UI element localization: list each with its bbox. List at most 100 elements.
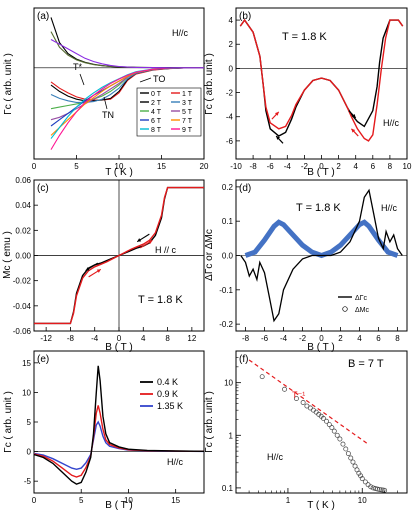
- panel-b-xtick-label: 2: [336, 162, 341, 171]
- panel-d-xlabel: B ( T ): [307, 342, 334, 353]
- panel-f-data-point: [337, 436, 343, 442]
- tstar-label: T*: [73, 62, 82, 72]
- panel-f-fit-label: T⁻¹: [292, 390, 305, 400]
- panel-c-ytick-label: -0.02: [13, 277, 32, 286]
- clipped-group: [239, 18, 404, 142]
- panel-b-xtick-label: 4: [353, 162, 358, 171]
- panel-f-plot-area: 1 10 10 1 0.1: [222, 357, 399, 505]
- panel-b-arrowhead: [274, 111, 279, 116]
- panel-c-xlabel: B ( T ): [105, 342, 132, 353]
- panel-e-xlabel: B ( T ): [105, 500, 132, 511]
- panel-f-data-point: [343, 446, 349, 452]
- panel-b-condition: H//c: [383, 118, 400, 128]
- panel-c: -12 -8 -4 0 4 8 12 0.06 0.04 0.02 0.00 -0.02 -0.04 -0…: [2, 176, 205, 353]
- panel-a-xtick-label: 20: [200, 162, 209, 171]
- panel-f-ytick-label: 0.1: [222, 484, 234, 493]
- panel-f-data-point: [340, 441, 346, 447]
- panel-b-ytick-label: -6: [226, 137, 234, 146]
- panel-b-series-line: [239, 18, 404, 142]
- panel-b-xtick-label: 8: [388, 162, 393, 171]
- clipped-group: [248, 359, 388, 493]
- panel-c-condition: H // c: [155, 245, 177, 255]
- panel-d-xtick-label: -2: [299, 334, 307, 343]
- panel-f-data-point: [329, 425, 335, 431]
- panel-e-xtick-label: 5: [79, 496, 84, 505]
- panel-f-xtick-label: 10: [358, 496, 367, 505]
- panel-a-series-line: [50, 17, 204, 69]
- panel-a-legend-label: 4 T: [151, 109, 162, 116]
- panel-c-arrowhead: [96, 269, 101, 273]
- panel-c-ytick-label: -0.06: [13, 327, 32, 336]
- tn-arrow: [103, 96, 108, 110]
- panel-a-legend-label: 2 T: [151, 100, 162, 107]
- panel-b-xtick-label: 6: [371, 162, 376, 171]
- panel-f-data-point: [320, 415, 326, 421]
- panel-f-data-point: [259, 374, 265, 380]
- panel-f-data-point: [345, 451, 351, 456]
- panel-f-data-point: [334, 432, 340, 438]
- panel-f-xlabel: T ( K ): [307, 500, 335, 511]
- panel-b-ytick-label: -4: [226, 113, 234, 122]
- panel-e-legend-label: 1.35 K: [157, 401, 183, 411]
- panel-c-ylabel: Mc ( emu ): [2, 231, 13, 279]
- panel-b-temperature: T = 1.8 K: [282, 31, 327, 43]
- panel-d-legend-label: ΔΓc: [355, 295, 368, 302]
- panel-e-ytick-label: 0: [27, 448, 32, 457]
- panel-b-ytick-label: -2: [226, 89, 234, 98]
- panel-d-condition: H//c: [381, 203, 398, 213]
- panel-d-magnetization-band: [244, 219, 399, 259]
- panel-f-data-point: [362, 479, 368, 485]
- panel-f-ytick-label: 10: [224, 379, 233, 388]
- panel-e-legend-label: 0.4 K: [157, 377, 178, 387]
- panel-a-legend-label: 9 T: [182, 127, 193, 134]
- panel-a-label: (a): [37, 11, 49, 22]
- panel-d-temperature: T = 1.8 K: [296, 202, 341, 214]
- panel-d-label: (d): [239, 183, 251, 194]
- panel-a-series-line: [50, 39, 204, 69]
- panel-a-xtick-label: 10: [115, 162, 124, 171]
- panel-a-legend-entries: 0 T 1 T 2 T 3 T 4 T 5 T 6 T 7 T 8 T 9 T: [140, 91, 193, 134]
- panel-c-arrowhead: [85, 267, 90, 271]
- panel-d-xtick-label: 2: [338, 334, 343, 343]
- panel-e-ytick-label: 5: [27, 418, 32, 427]
- panel-d-legend: ΔΓc ΔMc: [338, 295, 370, 314]
- panel-c-xtick-label: -8: [67, 334, 75, 343]
- panel-f-data-point: [331, 428, 337, 434]
- panel-b-arrowhead: [276, 136, 280, 140]
- panel-a-xtick-label: 15: [157, 162, 166, 171]
- panel-a: 0 5 10 15 20 (a) H//c T* TN TO 0 T 1 T 2 T 3 T 4…: [3, 7, 209, 178]
- panel-a-legend-label: 3 T: [182, 100, 193, 107]
- panel-a-series-line: [50, 67, 204, 150]
- panel-f-data-point: [324, 418, 329, 424]
- panel-e-xtick-label: 15: [171, 496, 180, 505]
- panel-a-xlabel: T ( K ): [105, 167, 133, 178]
- panel-c-xtick-label: 4: [141, 334, 146, 343]
- panel-c-ytick-label: 0.02: [15, 226, 31, 235]
- panel-b-xlabel: B ( T ): [307, 167, 334, 178]
- panel-c-temperature: T = 1.8 K: [138, 294, 183, 306]
- panel-b: -10 -8 -6 -4 -2 0 2 4 6 8 10 4 2 0 -2 -4 -6 (b) T = 1.8 …: [204, 7, 412, 178]
- panel-f-data-point: [326, 422, 332, 427]
- panel-f-data-point: [378, 487, 384, 493]
- panel-e-plot-area: 0 5 10 15 15 10 5 0 -5: [22, 359, 204, 505]
- panel-d-xtick-label: -4: [280, 334, 288, 343]
- panel-f-data-point: [370, 485, 376, 491]
- panel-e-label: (e): [37, 354, 49, 365]
- panel-e-ytick-label: 10: [22, 388, 31, 397]
- panel-d-xtick-label: 4: [357, 334, 362, 343]
- panel-f-data-point: [376, 487, 382, 493]
- panel-d-ylabel: ΔΓc or ΔMc: [204, 229, 215, 281]
- panel-b-xtick-label: 0: [319, 162, 324, 171]
- panel-c-xtick-label: 8: [165, 334, 170, 343]
- panel-c-arrowhead: [148, 240, 153, 244]
- panel-e-ytick-label: -5: [24, 477, 32, 486]
- panel-a-legend-label: 7 T: [182, 118, 193, 125]
- panel-a-ylabel: Γc ( arb. unit ): [3, 53, 14, 115]
- panel-c-ytick-label: -0.04: [13, 302, 32, 311]
- panel-f-data-point: [350, 459, 356, 465]
- panel-d-legend-label: ΔMc: [355, 307, 370, 314]
- panel-e-frame: [33, 350, 205, 494]
- panel-d-xtick-label: 6: [376, 334, 381, 343]
- panel-d-ytick-label: -0.1: [219, 286, 233, 295]
- panel-f-label: (f): [239, 354, 248, 365]
